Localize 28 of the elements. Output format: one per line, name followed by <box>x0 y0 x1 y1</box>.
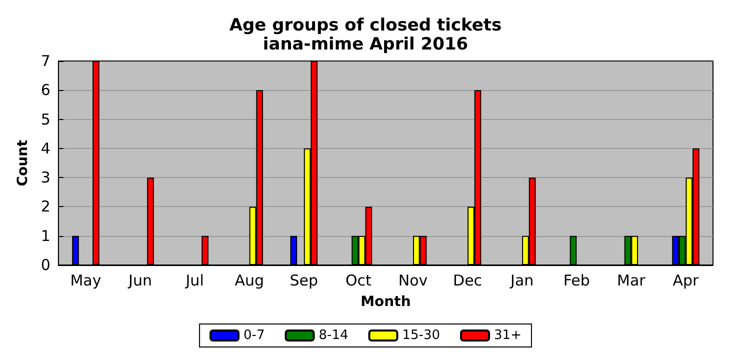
legend-label: 8-14 <box>318 328 348 343</box>
y-tick-label: 0 <box>40 256 50 274</box>
x-tick-label: Jul <box>184 272 204 290</box>
chart-title: Age groups of closed tickets <box>229 16 502 36</box>
x-tick-label: Feb <box>563 272 590 290</box>
legend-label: 0-7 <box>244 328 265 343</box>
y-tick-label: 4 <box>40 139 50 158</box>
x-axis-title: Month <box>360 294 411 310</box>
x-tick-label: Jun <box>128 272 152 290</box>
y-axis-title: Count <box>15 139 31 186</box>
legend-label: 31+ <box>494 328 522 343</box>
y-tick-label: 1 <box>40 226 50 245</box>
chart-subtitle: iana-mime April 2016 <box>262 34 468 54</box>
y-tick-label: 2 <box>40 198 50 216</box>
x-tick-label: Apr <box>672 272 700 290</box>
x-tick-label: Nov <box>398 272 428 290</box>
x-tick-label: Jan <box>510 272 534 290</box>
x-tick-label: Oct <box>345 272 372 290</box>
y-tick-label: 5 <box>40 110 50 128</box>
x-tick-label: May <box>70 272 102 290</box>
x-tick-label: Sep <box>290 272 318 290</box>
y-tick-label: 3 <box>40 168 50 187</box>
legend-label: 15-30 <box>402 328 440 343</box>
x-tick-label: Dec <box>453 272 482 290</box>
y-tick-label: 7 <box>40 52 50 70</box>
y-tick-label: 6 <box>40 81 50 100</box>
x-tick-label: Mar <box>617 272 646 290</box>
x-tick-label: Aug <box>234 272 264 290</box>
